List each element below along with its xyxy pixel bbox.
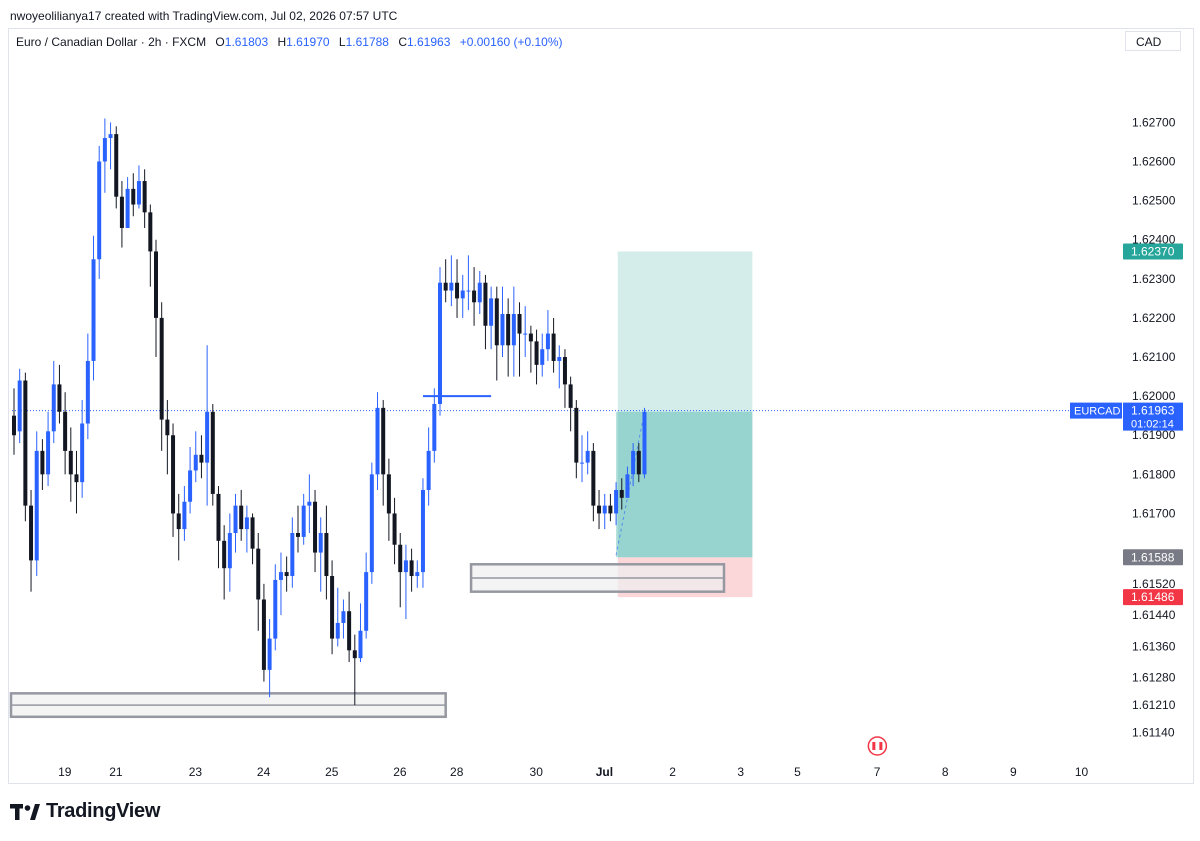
close-key: C <box>398 35 407 49</box>
close-value: 1.61963 <box>407 35 451 49</box>
ohlc-legend: Euro / Canadian Dollar · 2h · FXCM O1.61… <box>16 35 562 49</box>
chart-credit: nwoyeolilianya17 created with TradingVie… <box>10 9 398 23</box>
low-value: 1.61788 <box>345 35 389 49</box>
open-value: 1.61803 <box>224 35 269 49</box>
tradingview-logo-text: TradingView <box>46 800 161 822</box>
high-value: 1.61970 <box>286 35 330 49</box>
symbol-label[interactable]: Euro / Canadian Dollar · 2h · FXCM <box>16 35 207 49</box>
low-key: L <box>338 35 346 49</box>
open-key: O <box>215 35 225 49</box>
chart-frame <box>8 28 1194 784</box>
change-value: +0.00160 (+0.10%) <box>459 35 563 49</box>
high-key: H <box>277 35 287 49</box>
tradingview-logo-icon <box>10 803 40 820</box>
tradingview-logo[interactable]: TradingView <box>10 800 160 823</box>
currency-button[interactable]: CAD <box>1125 31 1181 51</box>
